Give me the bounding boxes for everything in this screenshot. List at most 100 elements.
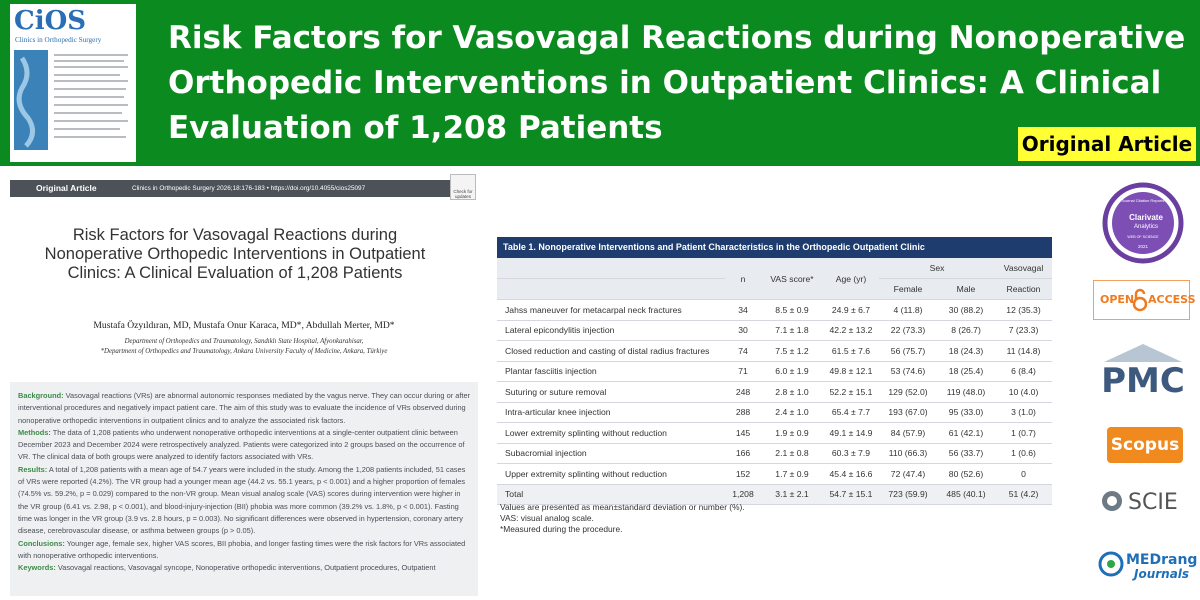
abstract-label: Keywords: (18, 563, 56, 573)
header-cell: Female (879, 278, 937, 300)
scie-icon (1102, 491, 1122, 511)
abstract-label: Conclusions: (18, 538, 65, 548)
table-cell: 3 (1.0) (995, 402, 1052, 423)
table-cell: 152 (725, 463, 761, 485)
table-note: *Measured during the procedure. (500, 524, 623, 534)
table-cell: 166 (725, 443, 761, 464)
table-cell: 18 (25.4) (937, 361, 995, 382)
table-cell: Subacromial injection (497, 443, 725, 464)
table-cell: 80 (52.6) (937, 463, 995, 485)
open-access-logo: OPEN ACCESS (1093, 280, 1196, 320)
abstract-paragraph: Background: Vasovagal reactions (VRs) ar… (18, 390, 470, 427)
table-cell: Total (497, 484, 725, 505)
header-cell: n (725, 258, 761, 300)
table-cell: 72 (47.4) (879, 463, 937, 485)
check-updates: Check for updates (450, 174, 476, 200)
banner-title: Risk Factors for Vasovagal Reactions dur… (168, 20, 1186, 146)
badge-year: 2021 (1138, 244, 1149, 249)
table-cell: 30 (88.2) (937, 299, 995, 321)
table-cell: 30 (725, 320, 761, 341)
badge-fill (1112, 192, 1174, 254)
table-cell: 51 (4.2) (995, 484, 1052, 505)
access-text: ACCESS (1148, 293, 1196, 306)
abstract-label: Background: (18, 391, 64, 400)
table-cell: 10 (4.0) (995, 381, 1052, 403)
table-cell: Lower extremity splinting without reduct… (497, 422, 725, 444)
abstract-paragraph: Keywords: Vasovagal reactions, Vasovagal… (18, 562, 470, 574)
table-cell: 7.5 ± 1.2 (761, 340, 823, 362)
table-cell: 7.1 ± 1.8 (761, 320, 823, 341)
table-cell: 1 (0.6) (995, 443, 1052, 464)
clarivate-badge: Journal Citation Reports Clarivate Analy… (1102, 182, 1184, 264)
table-cell: 52.2 ± 15.1 (823, 381, 879, 403)
table-cell: Intra-articular knee injection (497, 402, 725, 423)
table-cell: 84 (57.9) (879, 422, 937, 444)
table-row: Closed reduction and casting of distal r… (497, 340, 1052, 362)
table-row: Lateral epicondylitis injection 30 7.1 ± 1… (497, 320, 1052, 341)
cover-lines (54, 54, 128, 138)
table-cell: 1.7 ± 0.9 (761, 463, 823, 485)
table-row: Total 1,208 3.1 ± 2.1 54.7 ± 15.1 723 (59.9)… (497, 484, 1052, 505)
abstract-text: Vasovagal reactions (VRs) are abnormal a… (18, 391, 471, 425)
table-cell: Jahss maneuver for metacarpal neck fract… (497, 299, 725, 321)
abstract-text: A total of 1,208 patients with a mean ag… (18, 464, 466, 536)
table-notes: Values are presented as mean±standard de… (500, 502, 1050, 535)
header-cell: Age (yr) (823, 258, 879, 300)
table-cell: 12 (35.3) (995, 299, 1052, 321)
abstract-paragraph: Results: A total of 1,208 patients with … (18, 464, 470, 538)
abstract-paragraph: Methods: The data of 1,208 patients who … (18, 427, 470, 464)
table-cell: Plantar fasciitis injection (497, 361, 725, 382)
table-cell: 7 (23.3) (995, 320, 1052, 341)
header-cell (497, 258, 725, 279)
table-cell: 6 (8.4) (995, 361, 1052, 382)
table-cell: 723 (59.9) (879, 484, 937, 505)
journal-cover: CiOS Clinics in Orthopedic Surgery (10, 4, 136, 162)
header-cell: Reaction (995, 278, 1052, 300)
article-title: Risk Factors for Vasovagal Reactions dur… (44, 226, 426, 282)
table-cell: Suturing or suture removal (497, 381, 725, 403)
table-row: Intra-articular knee injection 288 2.4 ± 1… (497, 402, 1052, 423)
table-cell: 74 (725, 340, 761, 362)
article-authors: Mustafa Özyıldıran, MD, Mustafa Onur Kar… (93, 320, 395, 331)
table-row: Lower extremity splinting without reduct… (497, 422, 1052, 444)
table-cell: 248 (725, 381, 761, 403)
table-cell: 8 (26.7) (937, 320, 995, 341)
table-cell: 3.1 ± 2.1 (761, 484, 823, 505)
article-citation: Clinics in Orthopedic Surgery 2026;18:17… (132, 185, 366, 192)
scie-text: SCIE (1128, 490, 1178, 515)
table-title-bar: Table 1. Nonoperative Interventions and … (497, 237, 1052, 258)
table-cell: Upper extremity splinting without reduct… (497, 463, 725, 485)
lock-icon (1132, 288, 1148, 312)
table-cell: 2.1 ± 0.8 (761, 443, 823, 464)
header-cell: Sex (879, 258, 995, 279)
table-row: Subacromial injection 166 2.1 ± 0.8 60.3 ± … (497, 443, 1052, 464)
badge-sub: Analytics (1134, 224, 1158, 230)
table-cell: 53 (74.6) (879, 361, 937, 382)
table-cell: 1.9 ± 0.9 (761, 422, 823, 444)
table-wrap: n VAS score* Age (yr) Sex Vasovagal Fema… (497, 258, 1052, 505)
pmc-text: PMC (1101, 361, 1185, 398)
table: n VAS score* Age (yr) Sex Vasovagal Fema… (497, 258, 1052, 505)
abstract-text: The data of 1,208 patients who underwent… (18, 427, 465, 462)
table-cell: 60.3 ± 7.9 (823, 443, 879, 464)
table-note: Values are presented as mean±standard de… (500, 502, 745, 512)
table-title-text: Table 1. Nonoperative Interventions and … (503, 242, 925, 252)
abstract: Background: Vasovagal reactions (VRs) ar… (10, 382, 478, 596)
table-cell: 49.8 ± 12.1 (823, 361, 879, 382)
table-cell: 145 (725, 422, 761, 444)
table-cell: 22 (73.3) (879, 320, 937, 341)
table-cell: 18 (24.3) (937, 340, 995, 362)
table-cell: 11 (14.8) (995, 340, 1052, 362)
table-title: Table 1. Nonoperative Interventions and … (497, 237, 1052, 258)
medrang-icon (1098, 551, 1124, 577)
table-cell: 61 (42.1) (937, 422, 995, 444)
badge-wos: WEB OF SCIENCE (1127, 235, 1159, 239)
table-cell: 34 (725, 299, 761, 321)
affiliation: Department of Orthopedics and Traumatolo… (124, 338, 364, 345)
table-cell: 65.4 ± 7.7 (823, 402, 879, 423)
table-cell: 49.1 ± 14.9 (823, 422, 879, 444)
journals-text: Journals (1134, 567, 1190, 581)
open-text: OPEN (1100, 293, 1135, 306)
table-cell: 288 (725, 402, 761, 423)
